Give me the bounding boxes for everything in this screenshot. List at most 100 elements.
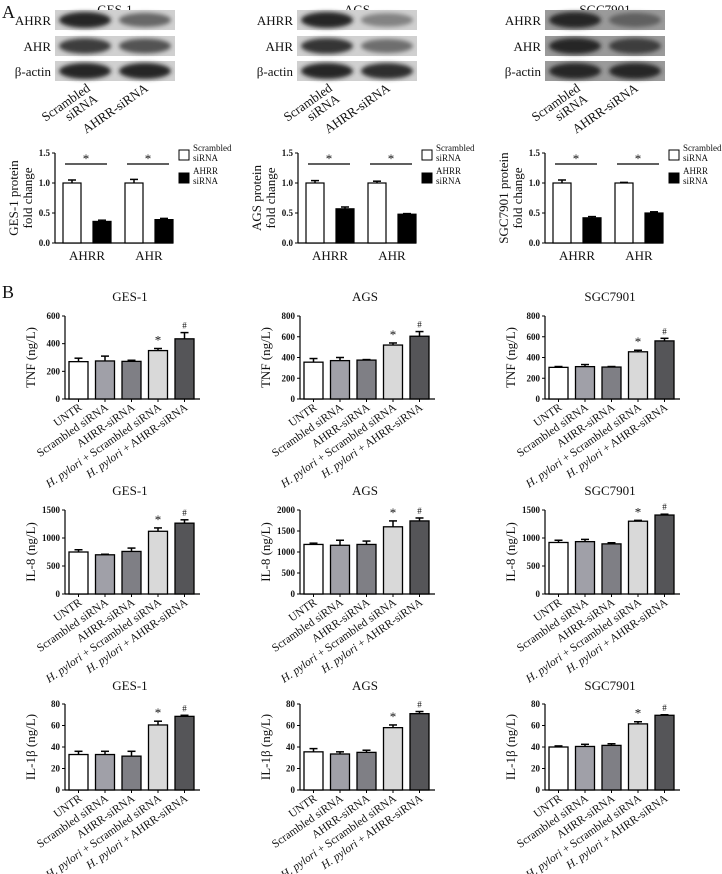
blot-band (119, 38, 171, 54)
legend-label-line: siRNA (683, 176, 709, 186)
y-axis-label-line: SGC7901 protein (496, 152, 511, 244)
bar (329, 359, 351, 400)
chart-title: GES-1 (112, 483, 147, 498)
significance-marker: * (326, 151, 333, 166)
bar (409, 335, 430, 400)
legend-label-line: AHRR (193, 166, 218, 176)
x-category-label: AHRR (312, 248, 348, 263)
bar (601, 744, 622, 791)
chart-title: GES-1 (112, 678, 147, 693)
blot-row-label: AHRR (257, 13, 293, 28)
y-tick-label: 20 (286, 764, 296, 774)
bar (654, 714, 675, 791)
y-tick-label: 0.0 (39, 238, 51, 248)
bar-scrambled (552, 182, 572, 244)
y-tick-label: 0 (291, 589, 296, 599)
y-tick-label: 80 (51, 699, 61, 709)
species-name: H. pylori (43, 652, 85, 686)
y-tick-label: 40 (51, 742, 61, 752)
blot-row-label: AHRR (15, 13, 51, 28)
y-tick-label: 600 (47, 311, 61, 321)
bar (147, 724, 169, 791)
bar (548, 746, 569, 791)
blot-row-label: AHR (24, 39, 52, 54)
y-tick-label: 600 (527, 332, 541, 342)
y-tick-label: 0 (536, 785, 541, 795)
legend-label-line: siRNA (683, 153, 709, 163)
y-axis-label: IL-1β (ng/L) (258, 714, 273, 780)
blot-band (59, 38, 111, 54)
blot-band (609, 63, 661, 79)
y-tick-label: 0 (536, 394, 541, 404)
significance-marker: * (155, 512, 162, 527)
bar (121, 360, 142, 400)
protein-fold-change-chart-2: 0.0 0.5 1.0 1.5 AGS proteinfold change * AHRR *… (249, 143, 475, 263)
bar (303, 361, 324, 400)
bar (548, 366, 569, 400)
y-tick-label: 200 (527, 373, 541, 383)
significance-marker: # (182, 703, 187, 713)
y-tick-label: 0.5 (39, 208, 51, 218)
species-name: H. pylori (278, 848, 320, 874)
blot-row-label: β-actin (505, 64, 542, 79)
y-tick-label: 0.5 (529, 208, 541, 218)
y-axis-label: IL-1β (ng/L) (503, 714, 518, 780)
blot-row-label: β-actin (15, 64, 52, 79)
y-tick-label: 500 (527, 561, 541, 571)
legend-label: Scrambled siRNA (193, 143, 232, 163)
bar (121, 550, 142, 595)
bar (94, 554, 116, 595)
y-tick-label: 20 (51, 764, 61, 774)
legend-swatch (668, 172, 680, 184)
blot-band (549, 12, 601, 28)
legend-label: AHRR siRNA (436, 166, 462, 186)
y-axis-label-line: fold change (510, 167, 525, 228)
blot-band (119, 12, 171, 28)
bar-ahrr-sirna (644, 212, 664, 244)
bar (574, 745, 596, 791)
significance-marker: # (662, 703, 667, 713)
blot-band (361, 39, 413, 53)
y-axis-label-line: TNF (ng/L) (23, 327, 38, 388)
y-axis-label: IL-1β (ng/L) (23, 714, 38, 780)
y-tick-label: 80 (531, 699, 541, 709)
y-axis-label-line: TNF (ng/L) (503, 327, 518, 388)
bar (303, 543, 324, 595)
bar-scrambled (614, 182, 634, 244)
bar (303, 751, 324, 791)
bar-ahrr-sirna (582, 217, 602, 244)
chart-title: AGS (352, 678, 378, 693)
species-name: H. pylori (43, 848, 85, 874)
chart-title: AGS (352, 483, 378, 498)
bar (329, 753, 351, 791)
significance-marker: # (662, 502, 667, 512)
blot-row-label: AHR (514, 39, 542, 54)
blot-row-label: AHR (266, 39, 294, 54)
legend-label-line: AHRR (436, 166, 461, 176)
legend-label-line: Scrambled (683, 143, 722, 153)
y-axis-label: IL-8 (ng/L) (503, 522, 518, 582)
legend-label: Scrambled siRNA (436, 143, 475, 163)
significance-marker: * (388, 151, 395, 166)
bar (382, 727, 404, 791)
species-name: H. pylori (523, 848, 565, 874)
legend-label: AHRR siRNA (683, 166, 709, 186)
protein-fold-change-chart-1: 0.0 0.5 1.0 1.5 GES-1 proteinfold change * AHR… (6, 143, 232, 263)
y-axis-label-line: IL-8 (ng/L) (23, 522, 38, 582)
bar-scrambled (62, 182, 82, 244)
y-tick-label: 1.5 (529, 148, 541, 158)
bar (356, 543, 377, 595)
species-name: H. pylori (523, 652, 565, 686)
bar (356, 751, 377, 791)
blot-band (361, 63, 413, 79)
x-category-label: AHR (378, 248, 406, 263)
bar (121, 755, 142, 791)
panel-label-a: A (2, 2, 15, 22)
y-tick-label: 60 (286, 721, 296, 731)
significance-marker: * (155, 333, 162, 348)
bar (68, 360, 89, 400)
